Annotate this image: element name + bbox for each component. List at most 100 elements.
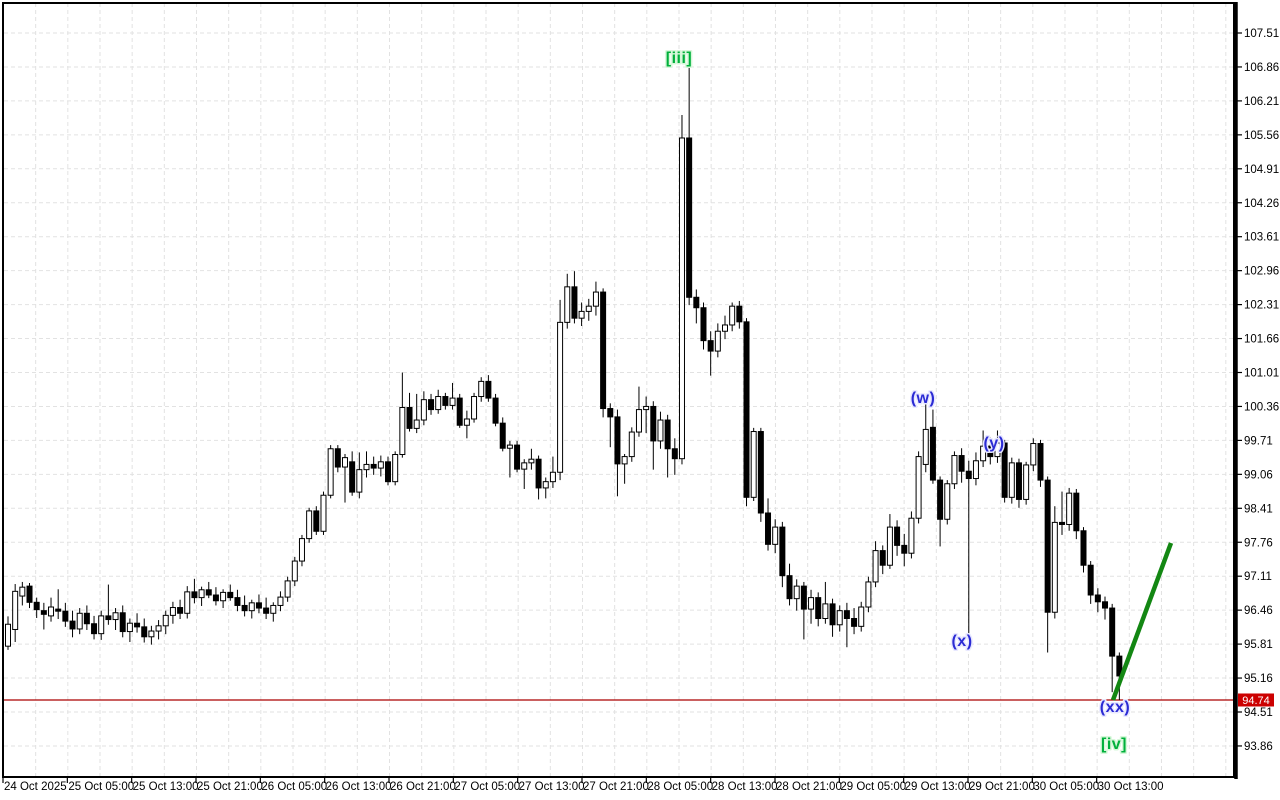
y-axis-label: 97.11 <box>1244 571 1272 583</box>
candle <box>270 602 277 622</box>
candle-body-bear <box>800 585 807 610</box>
candle-body-bear <box>91 623 98 635</box>
x-axis-label: 27 Oct 21:00 <box>583 781 649 793</box>
candle <box>664 414 671 478</box>
candle-body-bear <box>492 397 499 424</box>
candle <box>184 586 191 619</box>
y-axis-label: 96.46 <box>1244 605 1273 617</box>
candle <box>994 430 1001 463</box>
candle <box>750 427 757 501</box>
candle-body-bull <box>284 580 291 598</box>
candle-body-bull <box>1051 521 1058 613</box>
candle-body-bull <box>327 448 334 496</box>
candle <box>564 273 571 329</box>
candle <box>212 587 219 606</box>
candle-body-bear <box>514 444 521 470</box>
candle <box>743 318 750 507</box>
candle-body-bull <box>220 591 227 602</box>
candle <box>621 453 628 484</box>
wave-label-y[interactable]: (y) <box>982 434 1006 454</box>
candle <box>141 618 148 643</box>
candle <box>463 410 470 439</box>
candle <box>650 401 657 470</box>
wave-label-x[interactable]: (x) <box>950 632 974 652</box>
candle-body-bull <box>922 428 929 465</box>
candle-body-bear <box>829 603 836 626</box>
candle <box>499 417 506 452</box>
candle <box>33 597 40 618</box>
wave-label-iii[interactable]: [iii] <box>664 49 693 69</box>
candle <box>385 456 392 486</box>
candle <box>585 298 592 321</box>
candle <box>700 302 707 350</box>
x-axis-label: 29 Oct 21:00 <box>969 781 1035 793</box>
wave-label-xx[interactable]: (xx) <box>1098 698 1131 718</box>
candle-body-bull <box>169 607 176 616</box>
candle <box>327 445 334 499</box>
candle <box>722 315 728 340</box>
candle <box>277 591 284 612</box>
candle <box>851 608 858 635</box>
candle <box>714 323 721 358</box>
candle-body-bear <box>650 405 657 442</box>
candle-body-bull <box>298 538 305 562</box>
candle <box>879 545 886 575</box>
candle-body-bear <box>736 305 743 323</box>
candle-body-bull <box>793 585 800 600</box>
candle-body-bear <box>385 461 392 483</box>
candle <box>62 602 69 627</box>
candle <box>363 451 370 478</box>
wave-label-iv[interactable]: [iv] <box>1100 735 1129 755</box>
candle <box>1037 439 1044 487</box>
candle-body-bear <box>141 626 148 638</box>
green-trendline[interactable] <box>1110 542 1174 701</box>
candle <box>449 382 456 410</box>
candle <box>227 584 234 601</box>
candle <box>980 430 987 468</box>
candle <box>836 605 843 632</box>
candle <box>865 576 872 613</box>
candle-body-bull <box>1066 492 1073 525</box>
candle <box>471 392 478 423</box>
candle <box>951 451 958 489</box>
candle <box>5 616 11 650</box>
y-axis-label: 105.56 <box>1244 130 1279 142</box>
candle <box>1044 476 1051 653</box>
candle-body-bear <box>614 416 621 465</box>
candle-body-bear <box>607 408 614 418</box>
candle <box>392 451 399 486</box>
candle-body-bull <box>155 625 162 632</box>
candle-body-bull <box>951 455 958 485</box>
candle-body-bull <box>643 405 650 411</box>
candle <box>858 601 865 632</box>
candle-body-bear <box>901 544 908 554</box>
candle-body-bull <box>420 399 427 421</box>
candle-body-bear <box>1116 655 1123 677</box>
wave-label-w[interactable]: (w) <box>909 389 936 409</box>
y-axis-label: 106.21 <box>1244 96 1279 108</box>
candle-body-bear <box>1037 443 1044 481</box>
candle-body-bull <box>12 590 19 630</box>
candle <box>162 610 169 635</box>
candle <box>112 608 119 630</box>
candle-body-bull <box>341 457 348 468</box>
candle <box>657 411 664 449</box>
candle-body-bull <box>363 463 370 471</box>
x-axis-label: 24 Oct 2025 <box>4 781 67 793</box>
candle-body-bear <box>815 597 822 620</box>
x-axis-label: 27 Oct 05:00 <box>454 781 520 793</box>
candle-body-bull <box>528 458 535 464</box>
candle-body-bull <box>858 606 865 627</box>
candle <box>1008 457 1015 504</box>
candle <box>377 455 384 477</box>
y-axis-label: 102.96 <box>1244 266 1279 278</box>
candle-body-bear <box>879 550 886 566</box>
x-axis-label: 25 Oct 05:00 <box>68 781 134 793</box>
x-axis-label: 27 Oct 13:00 <box>519 781 585 793</box>
candle-body-bear <box>965 470 972 480</box>
candle-body-bull <box>356 469 363 493</box>
candle <box>944 480 951 525</box>
candle-body-bear <box>1087 564 1094 596</box>
